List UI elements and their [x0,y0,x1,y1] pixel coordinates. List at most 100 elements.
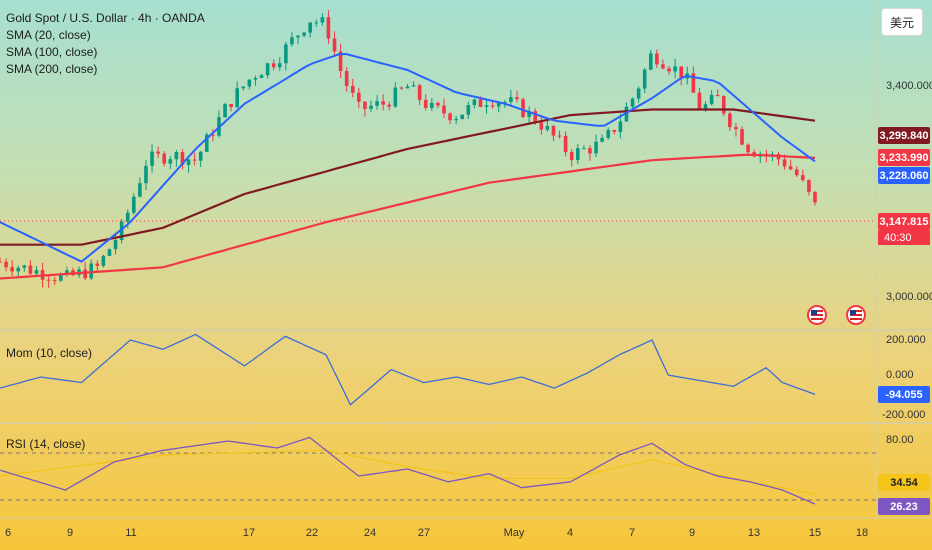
candle-body [509,97,513,102]
candle-body [290,37,294,45]
legend-sma200[interactable]: SMA (200, close) [6,62,98,76]
sma20-price-tag: 3,228.060 [878,167,930,184]
candle-body [667,68,671,72]
candle-body [180,152,185,165]
candle-body [612,130,617,132]
momentum-value-tag: -94.055 [878,386,930,403]
legend-sma20[interactable]: SMA (20, close) [6,28,91,42]
time-tick: 11 [125,527,137,539]
candle-body [16,267,21,272]
momentum-line [0,333,816,406]
candle-body [679,66,683,79]
candle-body [746,144,750,153]
us-flag-icon [850,310,862,320]
candle-body [630,98,635,107]
candle-body [813,191,817,203]
candle-body [703,104,708,110]
candle-body [569,152,574,161]
candle-body [277,63,282,68]
candle-body [46,279,51,281]
candle-body [119,221,124,240]
candle-body [618,121,623,132]
sma100-price-tag: 3,233.990 [878,149,930,166]
candle-body [101,255,106,266]
candle-body [582,148,586,150]
candle-body [338,51,343,71]
candle-body [363,101,367,109]
candle-body [271,63,276,68]
candle-body [788,166,793,170]
sma200-line [0,108,816,246]
candle-body [472,99,477,106]
candle-body [28,265,33,274]
candle-body [4,261,8,268]
candle-body [138,183,142,197]
candle-body [387,104,392,107]
candle-body [551,125,556,136]
candle-body [34,270,39,274]
candle-body [533,111,538,123]
candle-body [308,22,312,33]
candle-body [503,101,507,103]
candle-body [478,99,483,107]
time-tick: 18 [855,527,869,539]
candle-body [150,151,154,166]
candle-body [186,159,191,165]
rsi-label[interactable]: RSI (14, close) [6,437,86,451]
candle-body [284,44,288,64]
time-tick: 9 [688,527,696,539]
candle-body [436,102,440,106]
rsi-line [0,436,816,505]
candle-body [423,99,428,108]
mom-tick-neg200: -200.000 [882,409,926,421]
candle-body [691,73,696,93]
candle-body [588,148,592,154]
candle-body [144,165,148,184]
candle-body [606,130,611,138]
candle-body [65,270,69,275]
candle-body [728,113,732,128]
sma200-price-tag: 3,299.840 [878,127,930,144]
time-tick: 24 [363,527,377,539]
currency-button[interactable]: 美元 [881,8,923,36]
candle-body [496,102,501,107]
time-tick: 6 [4,527,12,539]
candle-body [527,111,531,117]
chart-legend: Gold Spot / U.S. Dollar · 4h · OANDA SMA… [6,10,205,78]
legend-sma100[interactable]: SMA (100, close) [6,45,98,59]
time-tick: 27 [417,527,431,539]
mom-tick-200: 200.000 [886,334,926,346]
time-tick: May [503,527,525,539]
us-event-flag[interactable] [807,305,827,325]
momentum-label[interactable]: Mom (10, close) [6,346,93,360]
candle-body [223,104,227,118]
candle-body [83,269,87,279]
candle-body [357,92,361,102]
candle-body [204,134,209,152]
candle-body [168,159,173,164]
candle-body [198,151,203,161]
candle-body [636,88,641,99]
candle-body [454,118,458,121]
candle-body [709,94,714,105]
candle-body [332,38,337,52]
candle-body [539,122,544,130]
candle-body [247,79,252,87]
candle-body [235,88,240,108]
candle-body [594,141,598,154]
time-tick: 15 [808,527,822,539]
time-tick: 22 [305,527,319,539]
candle-body [460,114,465,119]
candle-body [442,105,446,114]
us-event-flag-2[interactable] [846,305,866,325]
candle-body [642,69,647,89]
mom-tick-0: 0.000 [886,369,914,381]
symbol-title[interactable]: Gold Spot / U.S. Dollar · 4h · OANDA [6,11,205,25]
candle-body [417,85,422,100]
candle-body [113,239,118,250]
candle-body [794,169,799,176]
candle-body [302,32,306,36]
candle-body [624,106,629,122]
